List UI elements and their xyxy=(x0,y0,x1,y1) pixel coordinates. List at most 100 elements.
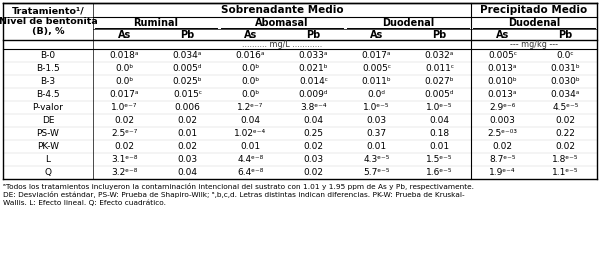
Text: 0.005ᶜ: 0.005ᶜ xyxy=(488,51,517,60)
Text: 0.02: 0.02 xyxy=(304,142,323,151)
Text: 1.1ᵉ⁻⁵: 1.1ᵉ⁻⁵ xyxy=(552,168,579,177)
Text: 0.005ᵈ: 0.005ᵈ xyxy=(425,90,454,99)
Text: DE: DE xyxy=(42,116,54,125)
Text: 0.003: 0.003 xyxy=(490,116,515,125)
Text: 0.02: 0.02 xyxy=(178,142,197,151)
Text: 0.014ᶜ: 0.014ᶜ xyxy=(299,77,328,86)
Text: DE: Desviación estándar, PS-W: Prueba de Shapiro-Wilk; ᵃ,b,c,d. Letras distintas: DE: Desviación estándar, PS-W: Prueba de… xyxy=(3,191,464,199)
Text: 4.5ᵉ⁻⁵: 4.5ᵉ⁻⁵ xyxy=(553,103,578,112)
Text: 0.011ᵇ: 0.011ᵇ xyxy=(362,77,391,86)
Text: Q: Q xyxy=(44,168,52,177)
Text: Tratamiento¹/
Nivel de bentonita
(B), %: Tratamiento¹/ Nivel de bentonita (B), % xyxy=(0,7,97,36)
Text: 0.01: 0.01 xyxy=(178,129,197,138)
Text: 3.1ᵉ⁻⁸: 3.1ᵉ⁻⁸ xyxy=(111,155,138,164)
Text: P-valor: P-valor xyxy=(32,103,64,112)
Text: 0.02: 0.02 xyxy=(493,142,512,151)
Text: 1.6ᵉ⁻⁵: 1.6ᵉ⁻⁵ xyxy=(426,168,453,177)
Text: 0.0ᵇ: 0.0ᵇ xyxy=(241,90,260,99)
Text: 0.02: 0.02 xyxy=(115,142,134,151)
Text: 0.22: 0.22 xyxy=(556,129,575,138)
Text: 3.2ᵉ⁻⁸: 3.2ᵉ⁻⁸ xyxy=(112,168,137,177)
Text: Pb: Pb xyxy=(307,29,320,40)
Text: PK-W: PK-W xyxy=(37,142,59,151)
Text: L: L xyxy=(46,155,50,164)
Text: 0.010ᵇ: 0.010ᵇ xyxy=(488,77,517,86)
Text: 0.027ᵇ: 0.027ᵇ xyxy=(425,77,454,86)
Text: 0.03: 0.03 xyxy=(304,155,323,164)
Text: 1.0ᵉ⁻⁵: 1.0ᵉ⁻⁵ xyxy=(363,103,390,112)
Text: 3.8ᵉ⁻⁴: 3.8ᵉ⁻⁴ xyxy=(300,103,327,112)
Text: 0.04: 0.04 xyxy=(241,116,260,125)
Text: As: As xyxy=(244,29,257,40)
Text: 0.015ᶜ: 0.015ᶜ xyxy=(173,90,202,99)
Text: 1.5ᵉ⁻⁵: 1.5ᵉ⁻⁵ xyxy=(426,155,453,164)
Text: 5.7ᵉ⁻⁵: 5.7ᵉ⁻⁵ xyxy=(363,168,390,177)
Text: 0.017ᵃ: 0.017ᵃ xyxy=(110,90,139,99)
Text: 0.016ᵃ: 0.016ᵃ xyxy=(236,51,265,60)
Text: 0.006: 0.006 xyxy=(175,103,200,112)
Text: 0.0ᵇ: 0.0ᵇ xyxy=(115,64,134,73)
Text: 0.009ᵈ: 0.009ᵈ xyxy=(299,90,328,99)
Text: 0.031ᵇ: 0.031ᵇ xyxy=(551,64,580,73)
Text: 6.4ᵉ⁻⁸: 6.4ᵉ⁻⁸ xyxy=(238,168,263,177)
Text: 0.013ᵃ: 0.013ᵃ xyxy=(488,90,517,99)
Text: 0.0ᵇ: 0.0ᵇ xyxy=(241,64,260,73)
Text: Pb: Pb xyxy=(559,29,572,40)
Text: 1.8ᵉ⁻⁵: 1.8ᵉ⁻⁵ xyxy=(552,155,579,164)
Text: 0.032ᵃ: 0.032ᵃ xyxy=(425,51,454,60)
Text: 0.02: 0.02 xyxy=(178,116,197,125)
Text: Ruminal: Ruminal xyxy=(133,18,179,28)
Text: 0.02: 0.02 xyxy=(556,142,575,151)
Text: 1.9ᵉ⁻⁴: 1.9ᵉ⁻⁴ xyxy=(489,168,516,177)
Text: 0.25: 0.25 xyxy=(304,129,323,138)
Text: As: As xyxy=(118,29,131,40)
Text: 0.01: 0.01 xyxy=(367,142,386,151)
Text: B-3: B-3 xyxy=(40,77,56,86)
Text: 4.4ᵉ⁻⁸: 4.4ᵉ⁻⁸ xyxy=(238,155,263,164)
Text: Duodenal: Duodenal xyxy=(508,18,560,28)
Text: 0.021ᵇ: 0.021ᵇ xyxy=(299,64,328,73)
Text: 0.0ᵇ: 0.0ᵇ xyxy=(241,77,260,86)
Text: 0.0ᶜ: 0.0ᶜ xyxy=(557,51,574,60)
Text: .......... mg/L ............: .......... mg/L ............ xyxy=(242,40,322,49)
Text: As: As xyxy=(370,29,383,40)
Text: 0.005ᵈ: 0.005ᵈ xyxy=(173,64,202,73)
Text: 0.04: 0.04 xyxy=(430,116,449,125)
Text: 1.2ᵉ⁻⁷: 1.2ᵉ⁻⁷ xyxy=(238,103,263,112)
Text: Pb: Pb xyxy=(181,29,194,40)
Text: 0.04: 0.04 xyxy=(304,116,323,125)
Text: B-1.5: B-1.5 xyxy=(36,64,60,73)
Text: 0.02: 0.02 xyxy=(304,168,323,177)
Text: 0.013ᵃ: 0.013ᵃ xyxy=(488,64,517,73)
Text: 4.3ᵉ⁻⁵: 4.3ᵉ⁻⁵ xyxy=(364,155,389,164)
Text: 2.9ᵉ⁻⁶: 2.9ᵉ⁻⁶ xyxy=(490,103,515,112)
Text: 0.017ᵃ: 0.017ᵃ xyxy=(362,51,391,60)
Text: 2.5ᵉ⁻⁰³: 2.5ᵉ⁻⁰³ xyxy=(487,129,517,138)
Text: 1.0ᵉ⁻⁷: 1.0ᵉ⁻⁷ xyxy=(111,103,138,112)
Text: 0.034ᵃ: 0.034ᵃ xyxy=(173,51,202,60)
Text: 0.01: 0.01 xyxy=(430,142,449,151)
Text: Pb: Pb xyxy=(433,29,446,40)
Text: 1.0ᵉ⁻⁵: 1.0ᵉ⁻⁵ xyxy=(426,103,453,112)
Text: Abomasal: Abomasal xyxy=(255,18,309,28)
Text: 0.034ᵃ: 0.034ᵃ xyxy=(551,90,580,99)
Text: Precipitado Medio: Precipitado Medio xyxy=(481,5,587,15)
Text: ᵃTodos los tratamientos incluyeron la contaminación intencional del sustrato con: ᵃTodos los tratamientos incluyeron la co… xyxy=(3,183,474,190)
Text: Wallis. L: Efecto lineal. Q: Efecto cuadrático.: Wallis. L: Efecto lineal. Q: Efecto cuad… xyxy=(3,200,166,206)
Text: 0.0ᵈ: 0.0ᵈ xyxy=(367,90,386,99)
Text: --- mg/kg ---: --- mg/kg --- xyxy=(510,40,558,49)
Text: 0.03: 0.03 xyxy=(367,116,386,125)
Text: 0.18: 0.18 xyxy=(430,129,449,138)
Text: Sobrenadante Medio: Sobrenadante Medio xyxy=(221,5,343,15)
Text: 0.030ᵇ: 0.030ᵇ xyxy=(551,77,580,86)
Text: 1.02ᵉ⁻⁴: 1.02ᵉ⁻⁴ xyxy=(235,129,266,138)
Text: 0.01: 0.01 xyxy=(241,142,260,151)
Text: Duodenal: Duodenal xyxy=(382,18,434,28)
Text: 0.04: 0.04 xyxy=(178,168,197,177)
Text: 8.7ᵉ⁻⁵: 8.7ᵉ⁻⁵ xyxy=(489,155,516,164)
Text: B-0: B-0 xyxy=(40,51,56,60)
Text: 0.03: 0.03 xyxy=(178,155,197,164)
Text: 0.011ᶜ: 0.011ᶜ xyxy=(425,64,454,73)
Text: 0.0ᵇ: 0.0ᵇ xyxy=(115,77,134,86)
Text: 0.018ᵃ: 0.018ᵃ xyxy=(110,51,139,60)
